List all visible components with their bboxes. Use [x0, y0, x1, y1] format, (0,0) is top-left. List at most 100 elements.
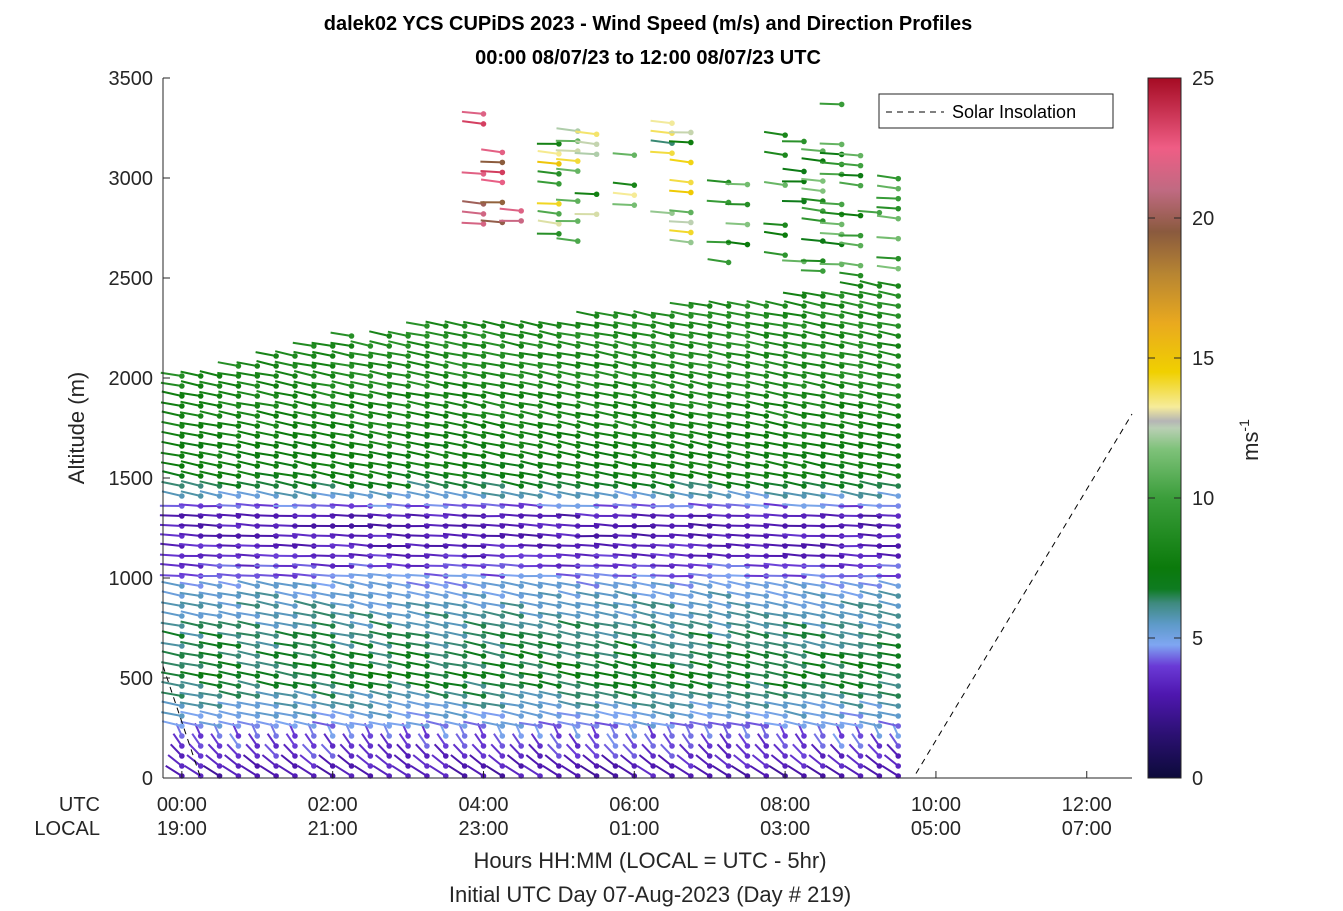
wind-barb	[406, 610, 428, 617]
wind-barb	[745, 701, 767, 707]
wind-barb	[575, 411, 597, 417]
wind-barb	[613, 601, 635, 607]
wind-barb-dot	[669, 473, 675, 479]
wind-barb	[631, 552, 654, 557]
wind-barb	[519, 430, 541, 437]
wind-barb-dot	[537, 713, 543, 719]
wind-barb-dot	[254, 643, 261, 649]
wind-barb	[481, 621, 503, 627]
wind-barb-dot	[329, 403, 336, 409]
x-tick-label-utc: 12:00	[1062, 794, 1112, 816]
wind-barb-dot	[895, 423, 902, 429]
wind-barb	[367, 523, 390, 527]
wind-barb-dot	[895, 215, 902, 222]
wind-barb-dot	[744, 603, 751, 609]
wind-barb-dot	[838, 201, 845, 208]
wind-barb-dot	[744, 201, 751, 208]
wind-barb	[161, 390, 183, 397]
wind-barb	[444, 450, 465, 457]
wind-barb	[331, 620, 352, 627]
wind-barb	[670, 310, 692, 317]
wind-barb	[425, 410, 446, 417]
wind-barb-dot	[216, 593, 223, 599]
wind-barb	[726, 381, 748, 387]
wind-barb	[368, 421, 390, 427]
wind-barb-dot	[329, 413, 336, 419]
wind-barb-dot	[782, 423, 788, 429]
wind-barb	[329, 503, 352, 507]
wind-barb	[216, 524, 239, 527]
wind-barb-dot	[650, 613, 656, 619]
wind-barb-dot	[744, 713, 751, 719]
wind-barb-dot	[235, 673, 242, 679]
wind-barb-dot	[197, 653, 204, 659]
wind-barb	[878, 290, 899, 297]
wind-barb	[708, 440, 729, 447]
wind-barb-dot	[857, 212, 864, 219]
wind-barb-dot	[593, 693, 600, 699]
wind-barb	[499, 513, 522, 517]
wind-barb-dot	[235, 363, 242, 369]
wind-barb-dot	[216, 643, 223, 649]
wind-barb-dot	[405, 653, 411, 659]
wind-barb-dot	[669, 403, 675, 409]
wind-barb-dot	[820, 393, 826, 399]
wind-barb-dot	[461, 433, 468, 439]
wind-barb-dot	[857, 693, 864, 699]
wind-barb-dot	[518, 603, 524, 609]
wind-barb-dot	[556, 743, 562, 749]
wind-barb-dot	[292, 673, 298, 679]
wind-barb	[500, 400, 522, 407]
wind-barb	[821, 640, 842, 647]
wind-barb	[274, 670, 296, 677]
wind-barb	[424, 611, 446, 617]
wind-barb-dot	[216, 723, 223, 729]
wind-barb-dot	[838, 663, 845, 669]
wind-barb	[179, 391, 201, 397]
wind-barb	[368, 681, 390, 687]
wind-barb-dot	[329, 583, 336, 589]
wind-barb	[235, 534, 258, 537]
wind-barb	[369, 430, 390, 437]
wind-barb-dot	[801, 703, 807, 709]
wind-barb-dot	[461, 693, 468, 699]
wind-barb-dot	[499, 753, 506, 759]
wind-barb	[746, 650, 767, 657]
wind-barb-dot	[179, 733, 185, 739]
wind-barb-dot	[631, 753, 638, 759]
wind-barb-dot	[574, 168, 581, 174]
wind-barb-dot	[367, 613, 374, 619]
wind-barb	[462, 580, 484, 587]
wind-barb-dot	[216, 493, 223, 499]
wind-barb	[839, 630, 861, 637]
wind-barb	[576, 450, 597, 457]
wind-barb	[500, 361, 522, 367]
wind-barb-dot	[518, 613, 524, 619]
wind-barb	[469, 754, 485, 767]
wind-barb-dot	[801, 373, 807, 379]
wind-barb-dot	[838, 423, 845, 429]
wind-barb-dot	[612, 723, 619, 729]
wind-barb	[840, 310, 861, 317]
wind-barb	[254, 573, 277, 577]
wind-barb	[651, 710, 673, 717]
wind-barb-dot	[216, 483, 223, 489]
wind-barb	[218, 720, 239, 727]
wind-barb-dot	[386, 603, 393, 609]
wind-barb	[481, 711, 503, 717]
wind-barb-dot	[480, 763, 487, 769]
wind-barb	[518, 502, 541, 507]
wind-barb-dot	[556, 171, 562, 177]
wind-barb	[499, 471, 522, 477]
wind-barb	[217, 620, 239, 627]
wind-barb-dot	[876, 723, 883, 729]
wind-barb-dot	[782, 693, 788, 699]
wind-barb	[594, 581, 616, 587]
wind-barb-dot	[480, 603, 487, 609]
wind-barb	[462, 701, 484, 707]
wind-barb-dot	[782, 583, 788, 589]
wind-barb	[746, 620, 767, 627]
wind-barb	[670, 351, 692, 357]
wind-barb	[695, 754, 711, 767]
wind-barb-dot	[556, 643, 562, 649]
